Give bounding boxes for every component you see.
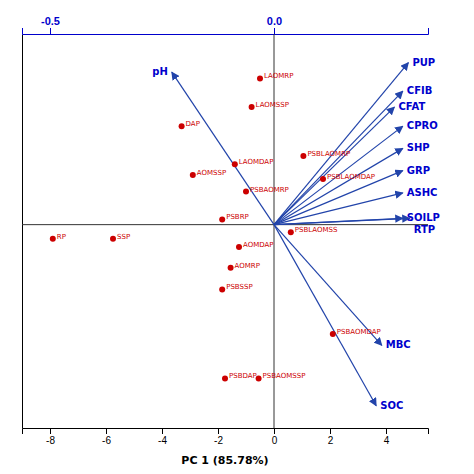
x-tick-label: -8 <box>46 435 55 446</box>
x-tick-mark <box>330 428 331 434</box>
x-tick-mark <box>386 428 387 434</box>
x-tick-label: 2 <box>328 435 334 446</box>
score-point <box>330 331 336 337</box>
score-label: PSBSSP <box>226 283 252 291</box>
score-point <box>288 229 294 235</box>
loading-label: RTP <box>414 224 435 235</box>
loading-arrow <box>274 63 408 225</box>
origin-line-vertical <box>274 34 275 428</box>
score-label: RP <box>57 233 66 241</box>
x2-tick-mark <box>274 28 275 34</box>
score-label: PSBAOMRP <box>250 186 289 194</box>
x-tick-mark <box>106 428 107 434</box>
score-label: SSP <box>117 233 130 241</box>
x2-tick-label: 0.0 <box>267 15 282 27</box>
x2-axis-line <box>23 28 429 35</box>
x-tick: -6 <box>102 428 111 446</box>
loading-arrow <box>274 148 403 224</box>
score-label: PSBLAOMSS <box>295 226 338 234</box>
x-tick-label: -4 <box>158 435 167 446</box>
x2-tick-mark <box>50 28 51 34</box>
loading-label: CFAT <box>398 101 425 112</box>
score-label: PSBAOMDAP <box>337 328 381 336</box>
loading-label: SOC <box>380 400 403 411</box>
score-point <box>190 172 196 178</box>
score-point <box>236 244 242 250</box>
score-label: PSBLAOMDAP <box>327 173 375 181</box>
score-point <box>232 161 238 167</box>
loading-label: pH <box>152 66 168 77</box>
chart: -8 -6 -4 -2 0 2 4 -0.5 0.0 LAOMRP LAOMSSP DAP LAOMDA… <box>0 0 474 474</box>
score-point <box>243 189 249 195</box>
score-label: LAOMDAP <box>239 158 274 166</box>
x2-axis: -0.5 0.0 <box>23 15 429 35</box>
score-point <box>300 153 306 159</box>
loading-label: SOILP <box>407 212 440 223</box>
score-point <box>222 375 228 381</box>
loading-arrow <box>274 225 382 346</box>
score-point <box>219 286 225 292</box>
marks <box>22 34 428 428</box>
x-tick: -2 <box>214 428 223 446</box>
loading-arrow <box>274 218 410 224</box>
x-tick-label: 0 <box>272 435 278 446</box>
x-axis-title: PC 1 (85.78%) <box>181 454 268 467</box>
loading-label: GRP <box>407 165 430 176</box>
score-point <box>219 217 225 223</box>
score-point <box>228 265 234 271</box>
labels: LAOMRP LAOMSSP DAP LAOMDAP AOMSSP PSBAOMRP PSB… <box>57 57 440 411</box>
score-point <box>257 75 263 81</box>
x-tick: 4 <box>384 428 390 446</box>
x-tick-mark <box>50 428 51 434</box>
score-point <box>50 236 56 242</box>
x-tick: -8 <box>46 428 55 446</box>
score-label: DAP <box>186 120 200 128</box>
x2-tick-label: -0.5 <box>41 15 60 27</box>
x-tick: 0 <box>272 428 278 446</box>
loading-arrow <box>274 171 403 225</box>
x-tick-label: -2 <box>214 435 223 446</box>
score-label: PSBRP <box>226 213 249 221</box>
score-point <box>320 176 326 182</box>
loading-label: SHP <box>407 142 430 153</box>
loading-label: ASHC <box>407 187 438 198</box>
x2-tick: 0.0 <box>267 15 282 34</box>
score-point <box>249 104 255 110</box>
loading-label: CPRO <box>407 120 438 131</box>
loading-arrow <box>274 107 394 225</box>
loading-label: CFIB <box>407 85 433 96</box>
score-label: PSBLAOMRP <box>307 150 350 158</box>
x2-tick: -0.5 <box>41 15 60 34</box>
score-label: AOMRP <box>235 262 260 270</box>
x-axis: -8 -6 -4 -2 0 2 4 <box>23 428 429 446</box>
x-tick: 2 <box>328 428 334 446</box>
score-label: LAOMSSP <box>256 101 289 109</box>
y-axis <box>22 35 23 429</box>
score-point <box>179 123 185 129</box>
x-axis-line <box>23 429 429 435</box>
x-tick: -4 <box>158 428 167 446</box>
loading-label: MBC <box>386 339 411 350</box>
x-tick-mark <box>218 428 219 434</box>
score-label: PSBDAP <box>229 372 257 380</box>
loading-arrow <box>274 91 403 224</box>
loading-label: PUP <box>412 57 435 68</box>
x-tick-mark <box>162 428 163 434</box>
score-point <box>110 236 116 242</box>
score-label: LAOMRP <box>264 72 293 80</box>
loading-arrow <box>274 126 403 224</box>
score-label: AOMDAP <box>243 241 274 249</box>
x-tick-mark <box>274 428 275 434</box>
x-tick-label: -6 <box>102 435 111 446</box>
x-tick-label: 4 <box>384 435 390 446</box>
score-label: AOMSSP <box>197 169 226 177</box>
origin-line-horizontal <box>22 224 428 225</box>
loading-arrow <box>172 72 274 225</box>
y-axis-line <box>22 35 23 429</box>
plot-area: -8 -6 -4 -2 0 2 4 -0.5 0.0 LAOMRP LAOMSSP DAP LAOMDA… <box>22 15 440 446</box>
score-label: PSBAOMSSP <box>263 372 306 380</box>
